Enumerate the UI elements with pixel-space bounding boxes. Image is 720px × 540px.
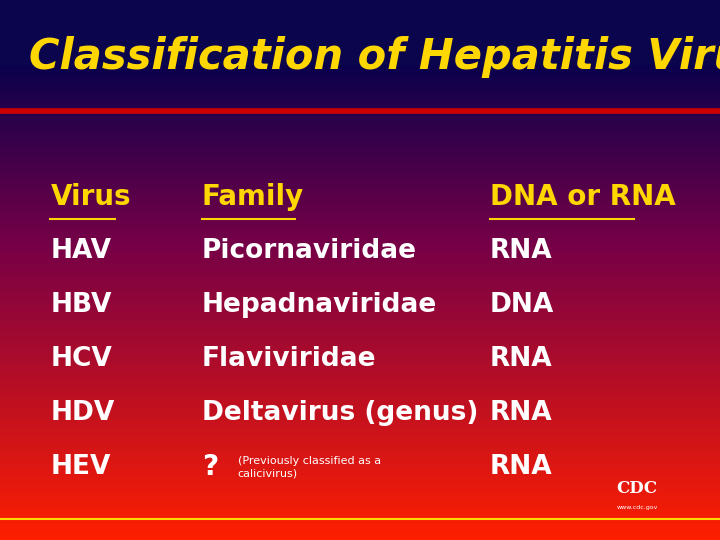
Text: Virus: Virus <box>50 183 131 211</box>
Text: RNA: RNA <box>490 238 552 264</box>
Text: DNA or RNA: DNA or RNA <box>490 183 675 211</box>
Text: RNA: RNA <box>490 400 552 426</box>
Text: HDV: HDV <box>50 400 114 426</box>
Text: (Previously classified as a
calicivirus): (Previously classified as a calicivirus) <box>238 456 381 478</box>
Text: Classification of Hepatitis Viruses: Classification of Hepatitis Viruses <box>29 36 720 78</box>
Text: Flaviviridae: Flaviviridae <box>202 346 376 372</box>
Text: RNA: RNA <box>490 454 552 480</box>
Text: CDC: CDC <box>617 480 657 497</box>
Text: HAV: HAV <box>50 238 112 264</box>
Text: HCV: HCV <box>50 346 112 372</box>
Text: Hepadnaviridae: Hepadnaviridae <box>202 292 437 318</box>
Text: ?: ? <box>202 453 217 481</box>
Text: DNA: DNA <box>490 292 554 318</box>
Text: HEV: HEV <box>50 454 111 480</box>
Text: Picornaviridae: Picornaviridae <box>202 238 417 264</box>
Text: www.cdc.gov: www.cdc.gov <box>616 505 658 510</box>
Text: HBV: HBV <box>50 292 112 318</box>
Text: Family: Family <box>202 183 304 211</box>
Text: Deltavirus (genus): Deltavirus (genus) <box>202 400 478 426</box>
Text: RNA: RNA <box>490 346 552 372</box>
